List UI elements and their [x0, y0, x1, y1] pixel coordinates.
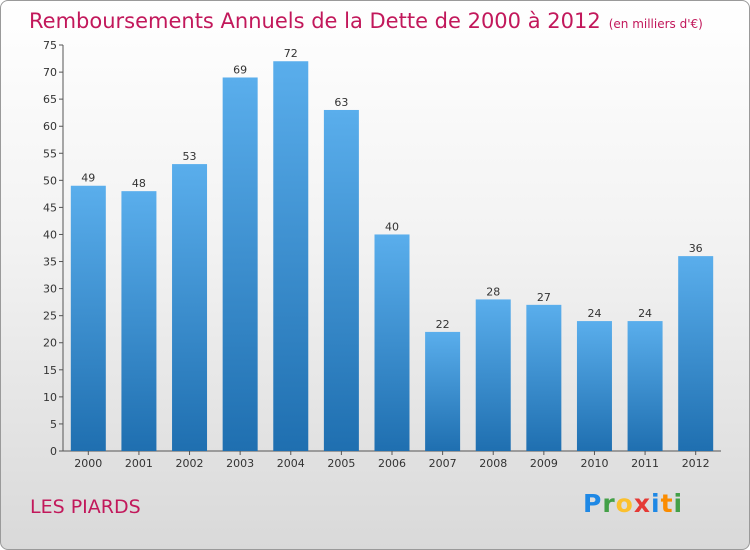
chart-unit-note: (en milliers d'€) — [608, 17, 703, 31]
logo-letter: i — [673, 489, 684, 518]
chart-title: Remboursements Annuels de la Dette de 20… — [29, 9, 703, 33]
y-tick-label: 75 — [43, 39, 57, 52]
bar-value-label: 27 — [537, 291, 551, 304]
y-tick-label: 20 — [43, 337, 57, 350]
bar-value-label: 28 — [486, 285, 500, 298]
y-tick-label: 15 — [43, 364, 57, 377]
bar — [121, 191, 157, 451]
x-tick-label: 2003 — [226, 457, 254, 470]
bar-value-label: 24 — [638, 307, 652, 320]
y-tick-label: 25 — [43, 310, 57, 323]
bar — [475, 299, 511, 451]
bar-value-label: 24 — [587, 307, 601, 320]
y-tick-label: 50 — [43, 174, 57, 187]
bar — [678, 256, 714, 451]
y-tick-label: 30 — [43, 283, 57, 296]
x-tick-label: 2001 — [125, 457, 153, 470]
x-tick-label: 2004 — [277, 457, 305, 470]
bar — [222, 77, 258, 451]
bar — [576, 321, 612, 451]
logo-letter: t — [660, 489, 674, 518]
bar — [627, 321, 663, 451]
y-tick-label: 55 — [43, 147, 57, 160]
x-tick-label: 2008 — [479, 457, 507, 470]
bar-value-label: 36 — [689, 242, 703, 255]
chart-title-main: Remboursements Annuels de la Dette de 20… — [29, 9, 601, 33]
bar — [425, 331, 461, 451]
x-tick-label: 2005 — [327, 457, 355, 470]
x-tick-label: 2012 — [682, 457, 710, 470]
bar — [70, 185, 106, 451]
x-tick-label: 2007 — [429, 457, 457, 470]
x-tick-label: 2009 — [530, 457, 558, 470]
bar-value-label: 22 — [436, 318, 450, 331]
bar — [323, 109, 359, 452]
y-tick-label: 70 — [43, 66, 57, 79]
bar-value-label: 49 — [81, 172, 95, 185]
proxiti-logo: Proxiti — [583, 489, 683, 518]
y-tick-label: 5 — [50, 418, 57, 431]
bar-value-label: 72 — [284, 47, 298, 60]
y-tick-label: 60 — [43, 120, 57, 133]
logo-letter: r — [602, 489, 616, 518]
y-tick-label: 65 — [43, 93, 57, 106]
bar — [374, 234, 410, 451]
bar-value-label: 53 — [183, 150, 197, 163]
x-tick-label: 2011 — [631, 457, 659, 470]
y-tick-label: 10 — [43, 391, 57, 404]
y-tick-label: 0 — [50, 445, 57, 458]
y-tick-label: 40 — [43, 228, 57, 241]
logo-letter: P — [583, 489, 603, 518]
x-tick-label: 2002 — [176, 457, 204, 470]
x-tick-label: 2006 — [378, 457, 406, 470]
commune-name: LES PIARDS — [30, 496, 141, 518]
x-tick-label: 2010 — [580, 457, 608, 470]
logo-letter: i — [651, 489, 661, 518]
logo-letter: o — [615, 489, 634, 518]
bar — [526, 304, 562, 451]
bar — [172, 164, 208, 452]
bar-value-label: 40 — [385, 220, 399, 233]
bar-value-label: 48 — [132, 177, 146, 190]
bar-value-label: 69 — [233, 63, 247, 76]
bar-value-label: 63 — [334, 96, 348, 109]
logo-letter: x — [633, 489, 651, 518]
x-tick-label: 2000 — [74, 457, 102, 470]
y-tick-label: 45 — [43, 201, 57, 214]
bar — [273, 61, 309, 452]
y-tick-label: 35 — [43, 256, 57, 269]
